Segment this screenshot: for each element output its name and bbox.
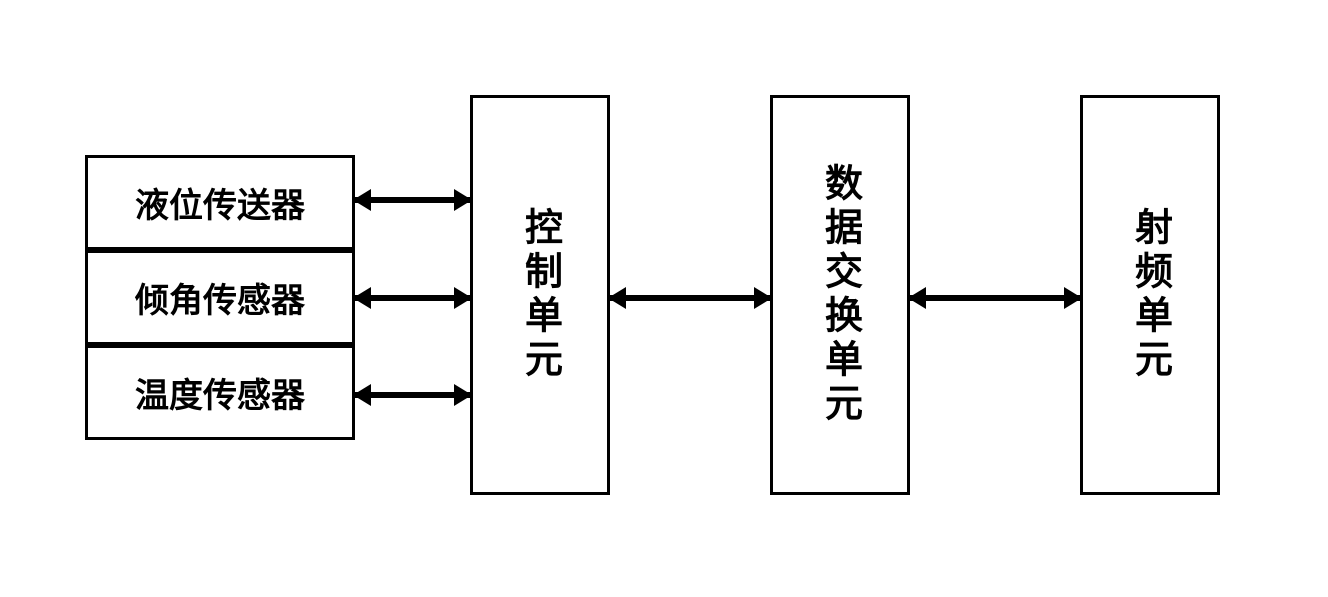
sensor-temperature-label: 温度传感器 xyxy=(135,368,305,417)
rf-unit: 射频单元 xyxy=(1080,95,1220,495)
sensor-liquid-level-label: 液位传送器 xyxy=(135,178,305,227)
sensor-temperature: 温度传感器 xyxy=(85,345,355,440)
sensor-tilt-label: 倾角传感器 xyxy=(135,273,305,322)
control-unit-label: 控制单元 xyxy=(513,207,568,383)
control-unit: 控制单元 xyxy=(470,95,610,495)
data-exchange-unit-label: 数据交换单元 xyxy=(813,163,868,427)
sensor-liquid-level: 液位传送器 xyxy=(85,155,355,250)
rf-unit-label: 射频单元 xyxy=(1123,207,1178,383)
data-exchange-unit: 数据交换单元 xyxy=(770,95,910,495)
sensor-tilt: 倾角传感器 xyxy=(85,250,355,345)
